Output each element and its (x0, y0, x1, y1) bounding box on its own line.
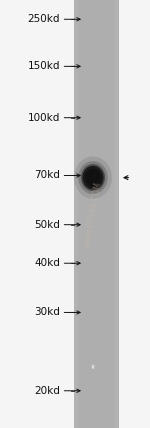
Bar (78, 0, 114, 428)
Ellipse shape (92, 365, 94, 369)
Text: 50kd: 50kd (34, 220, 60, 230)
Text: 40kd: 40kd (34, 258, 60, 268)
Text: 100kd: 100kd (28, 113, 60, 123)
Ellipse shape (78, 161, 108, 194)
Text: 250kd: 250kd (27, 14, 60, 24)
Ellipse shape (82, 166, 103, 190)
Bar (74, 0, 118, 428)
Ellipse shape (85, 169, 101, 187)
Text: www.PTGAB.COM: www.PTGAB.COM (83, 181, 103, 247)
Text: 30kd: 30kd (34, 307, 60, 318)
Ellipse shape (74, 156, 112, 199)
Text: 150kd: 150kd (27, 61, 60, 71)
Text: 70kd: 70kd (34, 170, 60, 181)
Text: 20kd: 20kd (34, 386, 60, 396)
Ellipse shape (81, 164, 105, 191)
